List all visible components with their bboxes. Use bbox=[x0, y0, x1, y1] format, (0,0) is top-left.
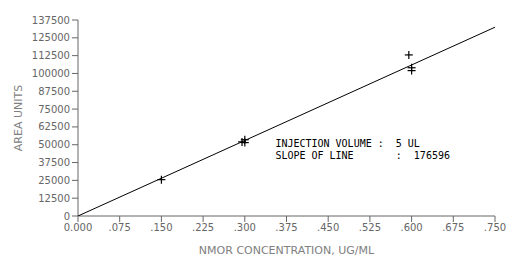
svg-text:0: 0 bbox=[64, 211, 70, 222]
svg-text:0.000: 0.000 bbox=[64, 222, 93, 233]
svg-text:137500: 137500 bbox=[32, 15, 70, 26]
svg-text:25000: 25000 bbox=[38, 175, 70, 186]
svg-text:NMOR CONCENTRATION, UG/ML: NMOR CONCENTRATION, UG/ML bbox=[199, 244, 375, 257]
svg-text:AREA UNITS: AREA UNITS bbox=[12, 85, 25, 151]
svg-text:62500: 62500 bbox=[38, 121, 70, 132]
svg-text:125000: 125000 bbox=[32, 32, 70, 43]
svg-text:75000: 75000 bbox=[38, 104, 70, 115]
svg-text:.225: .225 bbox=[192, 222, 214, 233]
svg-text:INJECTION VOLUME : 5 ULSLOPE: INJECTION VOLUME : 5 ULSLOPE OF LINE : 1… bbox=[275, 138, 450, 161]
svg-text:87500: 87500 bbox=[38, 86, 70, 97]
svg-text:.600: .600 bbox=[400, 222, 422, 233]
svg-text:100000: 100000 bbox=[32, 68, 70, 79]
svg-text:37500: 37500 bbox=[38, 157, 70, 168]
svg-text:.525: .525 bbox=[359, 222, 381, 233]
svg-text:.375: .375 bbox=[275, 222, 297, 233]
svg-text:.150: .150 bbox=[150, 222, 172, 233]
svg-text:12500: 12500 bbox=[38, 193, 70, 204]
svg-text:.450: .450 bbox=[317, 222, 339, 233]
svg-text:.300: .300 bbox=[234, 222, 256, 233]
svg-text:112500: 112500 bbox=[32, 50, 70, 61]
svg-text:50000: 50000 bbox=[38, 139, 70, 150]
svg-text:.675: .675 bbox=[442, 222, 464, 233]
svg-text:.750: .750 bbox=[484, 222, 506, 233]
svg-text:.075: .075 bbox=[109, 222, 131, 233]
